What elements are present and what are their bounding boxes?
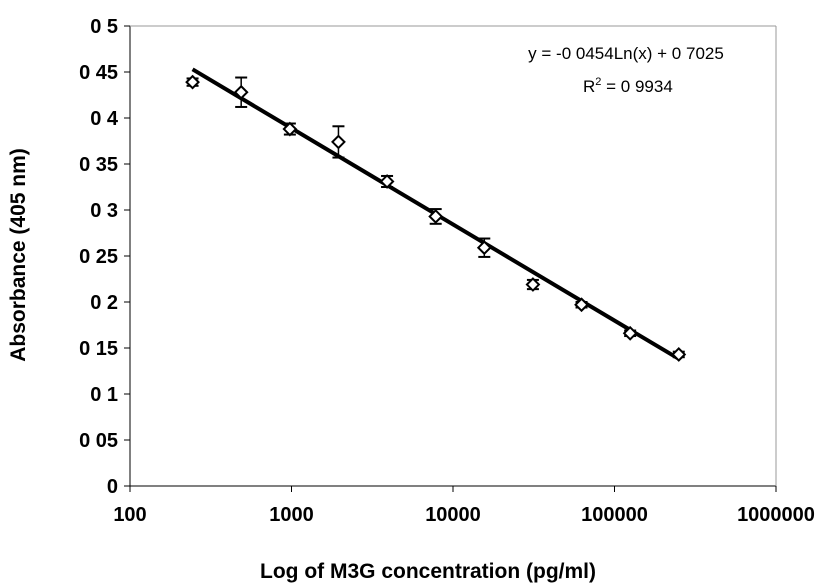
data-point-marker xyxy=(282,121,298,137)
data-point-group xyxy=(185,74,200,90)
y-axis-title: Absorbance (405 nm) xyxy=(7,148,30,362)
data-point-marker xyxy=(233,84,249,100)
data-point-group xyxy=(574,297,589,313)
data-point-group xyxy=(428,208,444,225)
y-tick-label: 0 3 xyxy=(90,200,118,222)
y-tick-label: 0 xyxy=(107,476,118,498)
x-tick-label: 1000 xyxy=(269,504,314,526)
r-squared-value: = 0 9934 xyxy=(601,77,672,96)
x-tick-label: 10000 xyxy=(425,504,481,526)
y-tick-label: 0 4 xyxy=(90,108,119,130)
y-tick-label: 0 5 xyxy=(90,16,118,38)
data-point-group xyxy=(622,325,638,341)
data-point-marker xyxy=(428,209,444,224)
x-tick-label: 100 xyxy=(113,504,146,526)
r-squared-label: R2 = 0 9934 xyxy=(583,76,673,96)
y-axis-ticks: 0 0 05 0 1 0 15 0 2 0 25 0 3 0 35 0 4 0 45 0 5 xyxy=(79,16,130,498)
r-squared-superscript: 2 xyxy=(595,76,601,88)
data-point-group xyxy=(476,237,492,258)
data-point-marker xyxy=(379,174,395,189)
data-point-group xyxy=(282,121,298,137)
data-point-marker xyxy=(476,240,492,256)
plot-area xyxy=(129,25,777,487)
data-point-group xyxy=(671,347,687,362)
y-tick-label: 0 15 xyxy=(79,338,118,360)
x-axis-ticks: 100 1000 10000 100000 1000000 xyxy=(113,486,815,526)
y-tick-label: 0 05 xyxy=(79,430,118,452)
data-point-marker xyxy=(525,277,541,292)
data-point-marker xyxy=(574,297,589,313)
data-point-marker xyxy=(185,74,200,90)
x-tick-label: 1000000 xyxy=(737,504,815,526)
x-tick-label: 100000 xyxy=(581,504,648,526)
r-squared-prefix: R xyxy=(583,77,595,96)
data-point-marker xyxy=(622,325,638,341)
data-point-group xyxy=(233,76,249,108)
x-axis-title: Log of M3G concentration (pg/ml) xyxy=(260,560,596,583)
y-tick-label: 0 2 xyxy=(90,292,118,314)
data-point-group xyxy=(379,174,395,189)
y-tick-label: 0 1 xyxy=(90,384,118,406)
trendline-equation: y = -0 0454Ln(x) + 0 7025 xyxy=(528,44,724,63)
y-tick-label: 0 45 xyxy=(79,62,118,84)
data-point-group xyxy=(331,125,346,159)
data-point-group xyxy=(525,277,541,292)
y-tick-label: 0 25 xyxy=(79,246,118,268)
y-tick-label: 0 35 xyxy=(79,154,118,176)
data-points xyxy=(185,74,687,362)
data-point-marker xyxy=(331,134,346,150)
data-point-marker xyxy=(671,347,687,362)
